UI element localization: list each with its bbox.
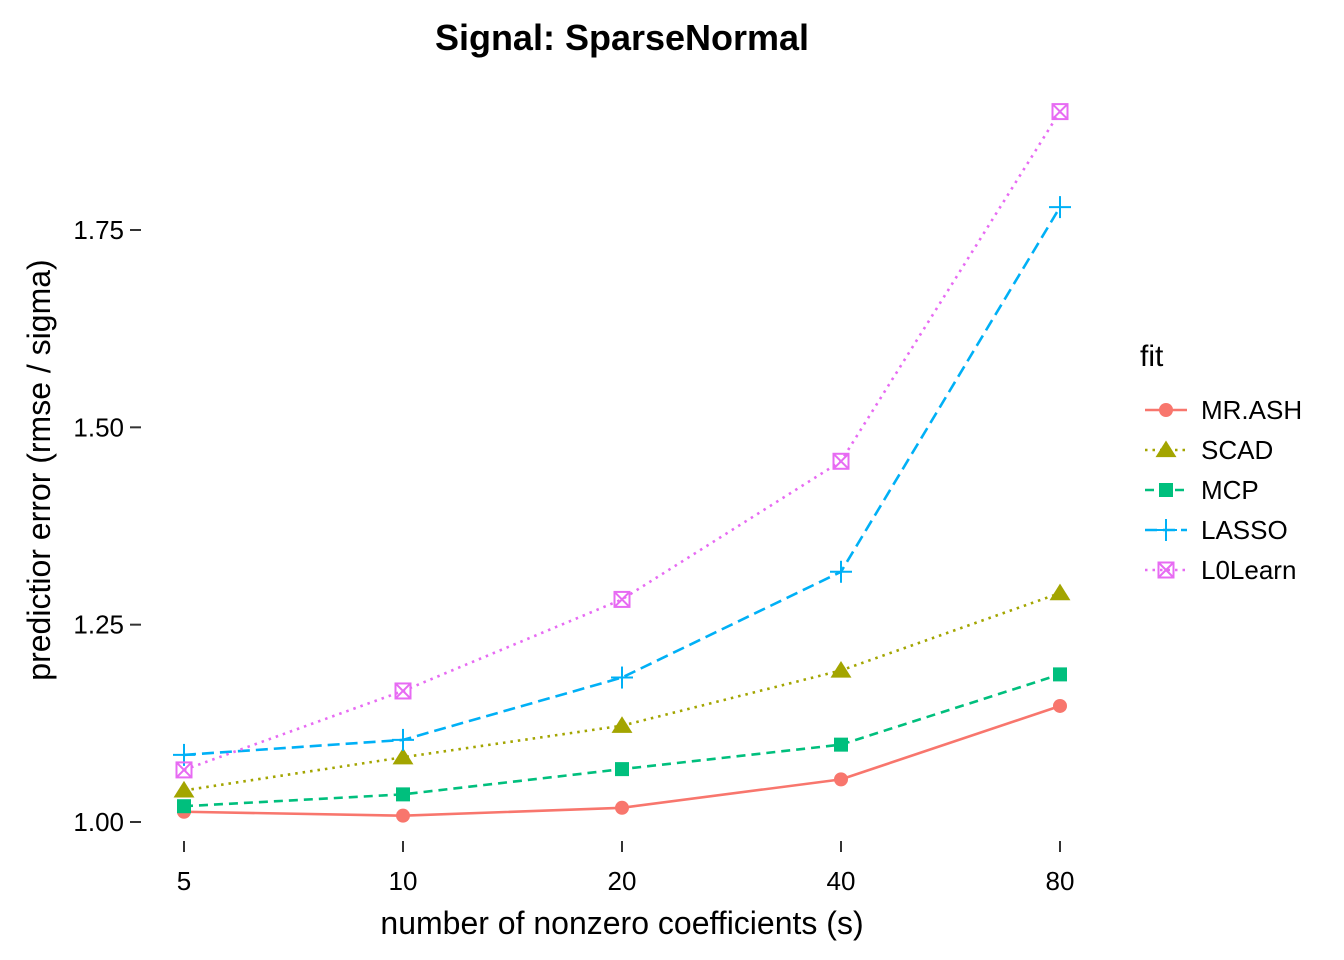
data-point [830,660,852,678]
data-point [611,716,633,733]
data-point [1155,440,1177,458]
series-l0learn [175,103,1069,779]
data-point [615,800,629,815]
data-point [1049,196,1071,219]
y-tick-label: 1.25 [73,610,124,640]
data-point [834,737,848,752]
data-point [1159,483,1173,497]
chart-title: Signal: SparseNormal [435,17,809,58]
data-point [615,762,629,777]
legend-label: SCAD [1201,435,1273,465]
y-axis: 1.00 1.25 1.50 1.75 [73,215,141,837]
x-tick-label: 20 [608,866,637,896]
data-point [830,560,852,583]
data-point [1159,403,1173,417]
data-point [834,772,848,787]
data-point [175,761,193,779]
data-point [396,787,410,802]
data-point [611,666,633,689]
y-tick-label: 1.50 [73,412,124,442]
data-point [1053,698,1067,713]
legend-item: MCP [1145,475,1259,505]
x-axis-title: number of nonzero coefficients (s) [380,905,863,941]
data-point [1155,519,1177,541]
legend-item: SCAD [1145,435,1273,465]
legend-item: LASSO [1145,515,1288,545]
data-point [1053,667,1067,682]
data-point [177,799,191,814]
legend-item: MR.ASH [1145,395,1302,425]
y-axis-title: predictior error (rmse / sigma) [21,259,57,680]
legend-label: MR.ASH [1201,395,1302,425]
data-point [394,682,412,700]
series-line [183,673,1061,808]
x-axis: 5 10 20 40 80 [177,841,1075,896]
data-point [1049,583,1071,601]
legend-label: L0Learn [1201,555,1296,585]
data-point [1051,103,1069,121]
series-scad [173,583,1071,798]
legend-label: MCP [1201,475,1259,505]
data-point [1157,561,1175,579]
legend-title: fit [1140,340,1164,373]
y-tick-label: 1.75 [73,215,124,245]
x-tick-label: 40 [827,866,856,896]
series-line [183,591,1061,792]
x-tick-label: 10 [389,866,418,896]
series-mcp [177,667,1067,814]
series-layer [173,103,1071,823]
data-point [613,590,631,608]
legend-label: LASSO [1201,515,1288,545]
legend-item: L0Learn [1145,555,1296,585]
legend: fit MR.ASH SCAD MCP LASSO L0Learn [1140,340,1302,585]
x-tick-label: 80 [1046,866,1075,896]
y-tick-label: 1.00 [73,807,124,837]
data-point [392,747,414,765]
series-lasso [173,196,1071,766]
series-line [183,206,1062,757]
data-point [832,452,850,470]
data-point [392,728,414,751]
data-point [173,780,195,798]
data-point [396,808,410,823]
x-tick-label: 5 [177,866,191,896]
